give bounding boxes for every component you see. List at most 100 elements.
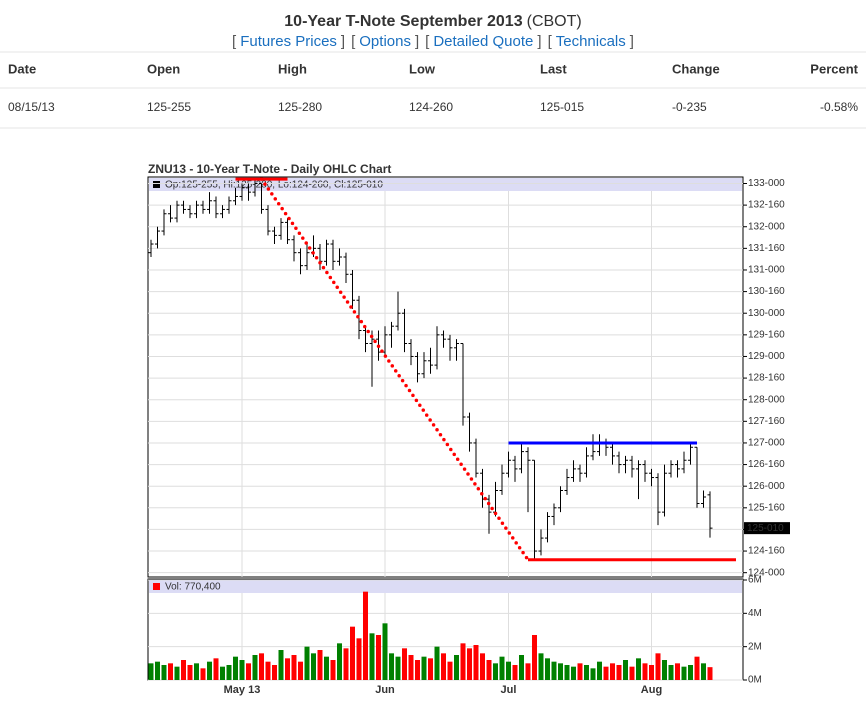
volume-bar [155, 661, 160, 680]
volume-bar [558, 663, 563, 680]
volume-bar [441, 653, 446, 680]
column-header: Open [147, 61, 180, 76]
volume-legend-swatch [153, 583, 160, 590]
volume-bar [577, 663, 583, 680]
volume-bar [382, 623, 388, 680]
volume-bar [343, 648, 349, 680]
volume-bar [694, 656, 700, 680]
volume-bar [499, 656, 505, 680]
volume-bar [226, 665, 232, 680]
y-tick-label: 130-000 [748, 308, 785, 319]
volume-bar [701, 663, 706, 680]
volume-bar [662, 660, 667, 680]
nav-link[interactable]: Futures Prices [240, 33, 337, 50]
volume-bar [389, 653, 394, 680]
y-tick-label: 128-160 [748, 373, 785, 384]
volume-bar [642, 663, 648, 680]
volume-bar [668, 665, 674, 680]
column-header: Low [409, 61, 436, 76]
bracket: ] [415, 33, 419, 50]
volume-bar [200, 668, 206, 680]
volume-bar [610, 663, 615, 680]
volume-bar [447, 661, 453, 680]
volume-bar [174, 666, 180, 680]
y-tick-label: 127-160 [748, 416, 785, 427]
volume-bar [623, 660, 628, 680]
volume-tick-label: 2M [748, 641, 762, 652]
bracket: [ [425, 33, 430, 50]
y-tick-label: 133-000 [748, 178, 785, 189]
volume-bar [337, 643, 342, 680]
volume-bar [493, 663, 498, 680]
bracket: [ [232, 33, 237, 50]
volume-bar [590, 668, 596, 680]
volume-tick-label: 0M [748, 675, 762, 686]
volume-bar [356, 638, 362, 680]
volume-bar [350, 626, 355, 680]
column-header: High [278, 61, 307, 76]
y-tick-label: 126-000 [748, 481, 785, 492]
trendline [259, 177, 530, 562]
volume-bar [525, 663, 531, 680]
volume-bar [415, 660, 420, 680]
y-tick-label: 131-160 [748, 243, 785, 254]
y-tick-label: 124-000 [748, 567, 785, 578]
plot: 133-000 132-160 132-000 131-160 131-000 130-1… [148, 177, 790, 696]
x-tick-label: Aug [641, 684, 662, 696]
volume-bar [460, 643, 466, 680]
nav: [Futures Prices][Options][Detailed Quote… [232, 33, 634, 50]
volume-bar [532, 635, 537, 680]
y-tick-label: 132-000 [748, 221, 785, 232]
volume-bar [220, 666, 225, 680]
last-price-label: 125-010 [747, 523, 784, 534]
column-header: Last [540, 61, 567, 76]
volume-bar [395, 656, 401, 680]
volume-bar [304, 646, 310, 680]
nav-link[interactable]: Detailed Quote [433, 33, 533, 50]
volume-bar [467, 648, 472, 680]
volume-tick-label: 6M [748, 575, 762, 586]
volume-bar [376, 635, 381, 680]
table-cell: -0-235 [672, 100, 707, 114]
chart-title: ZNU13 - 10-Year T-Note - Daily OHLC Char… [148, 162, 391, 176]
y-tick-label: 132-160 [748, 200, 785, 211]
volume-bar [246, 663, 251, 680]
volume-bar [428, 658, 433, 680]
table-cell: 08/15/13 [8, 100, 55, 114]
volume-bar [181, 660, 186, 680]
volume-bar [311, 653, 316, 680]
volume-legend-text: Vol: 770,400 [165, 582, 221, 593]
nav-link[interactable]: Options [359, 33, 411, 50]
price-panel [147, 176, 744, 578]
volume-bar [545, 658, 550, 680]
volume-bar [363, 591, 368, 680]
volume-bar [233, 656, 238, 680]
y-tick-label: 128-000 [748, 394, 785, 405]
volume-bar [603, 666, 609, 680]
volume-bar [571, 666, 576, 680]
volume-legend-strip [149, 580, 742, 593]
volume-bar [707, 667, 713, 680]
volume-bar [597, 661, 602, 680]
legend-text: Op:125-255, Hi:125-280, Lo:124-260, Cl:1… [165, 180, 383, 191]
last-price-box [744, 522, 790, 535]
legend-swatch [153, 181, 160, 188]
column-header: Date [8, 61, 36, 76]
nav-link[interactable]: Technicals [556, 33, 626, 50]
x-tick-label: Jun [375, 684, 395, 696]
volume-bar [512, 665, 518, 680]
bracket: [ [351, 33, 356, 50]
column-header: Percent [810, 61, 858, 76]
volume-bar [148, 663, 154, 680]
volume-bar [506, 661, 511, 680]
volume-bar [675, 663, 680, 680]
quote-table: Date Open High Low Last Change Percent 08/15/13… [0, 51, 866, 129]
volume-bar [285, 658, 290, 680]
volume-bar [239, 660, 245, 680]
title: 10-Year T-Note September 2013 [284, 13, 522, 30]
table-cell: 125-015 [540, 100, 584, 114]
bracket: [ [548, 33, 553, 50]
volume-bar [655, 653, 661, 680]
table-cell: 125-280 [278, 100, 322, 114]
volume-bar [454, 655, 459, 680]
